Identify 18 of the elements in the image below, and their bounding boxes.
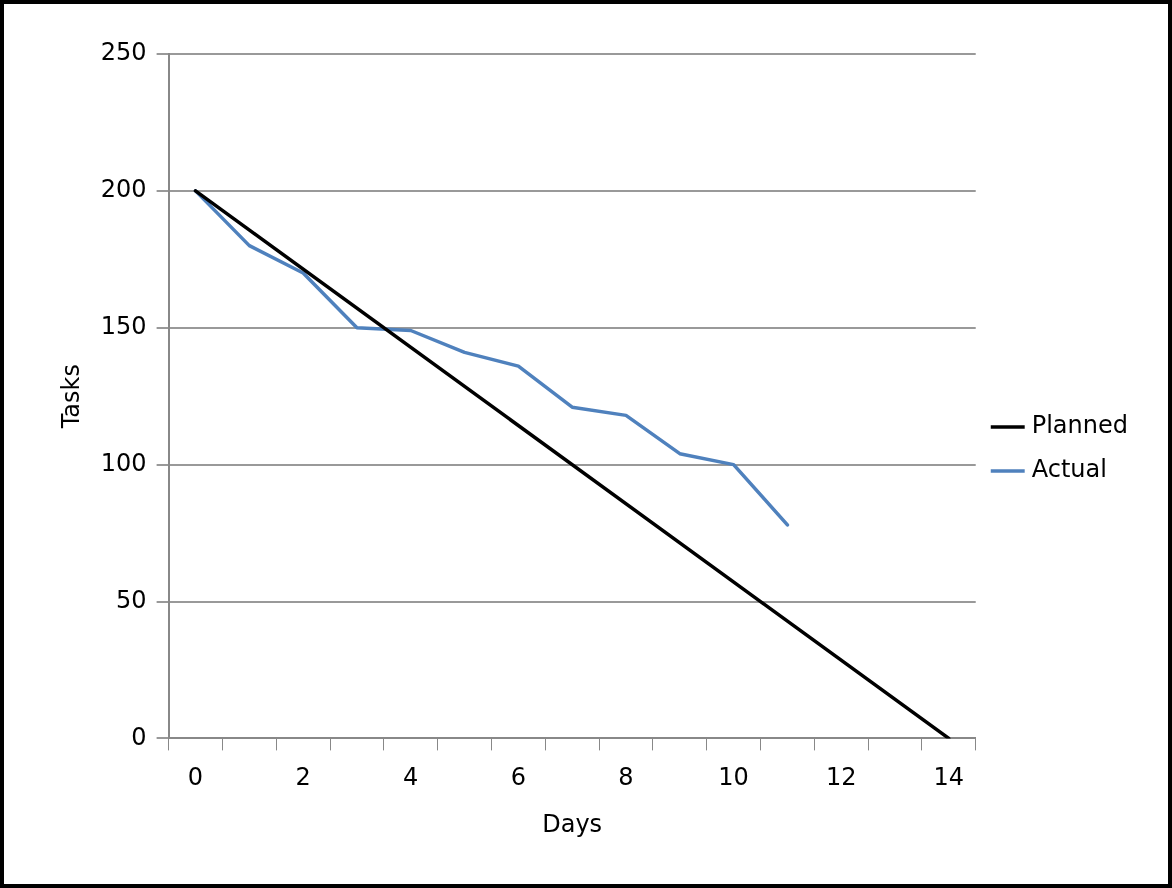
x-tick-label: 12 [825, 763, 857, 792]
legend-label: Planned [1031, 411, 1129, 440]
x-tick-label: 0 [187, 763, 204, 792]
y-tick-label: 100 [100, 448, 147, 477]
x-tick-label: 10 [718, 763, 749, 792]
y-axis-title: Tasks [56, 364, 85, 430]
x-tick-label: 6 [510, 763, 526, 792]
y-tick-label: 200 [100, 175, 147, 204]
y-tick-label: 0 [131, 722, 147, 751]
x-tick-label: 14 [933, 763, 965, 792]
x-tick-label: 4 [403, 763, 419, 792]
x-tick-label: 2 [295, 763, 311, 792]
y-tick-label: 250 [100, 38, 147, 67]
x-tick-label: 8 [618, 763, 634, 792]
y-tick-label: 50 [116, 585, 147, 614]
y-tick-label: 150 [100, 311, 147, 340]
legend-label: Actual [1031, 455, 1107, 484]
x-axis-title: Days [542, 809, 603, 838]
